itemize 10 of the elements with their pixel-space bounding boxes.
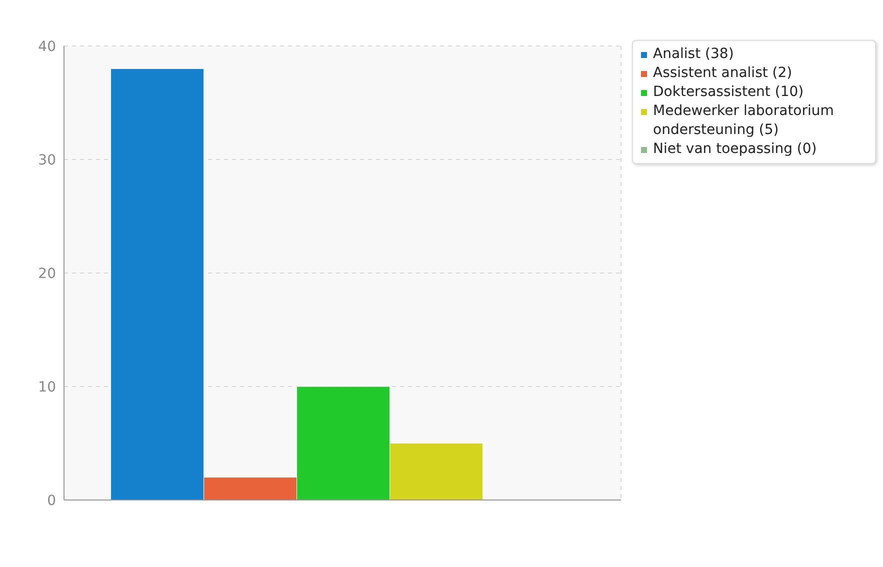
legend-label: Doktersassistent (10) <box>653 83 804 102</box>
legend-label: Niet van toepassing (0) <box>653 140 817 159</box>
y-tick-label: 30 <box>38 152 56 168</box>
y-tick-label: 20 <box>38 266 56 282</box>
legend-label: Assistent analist (2) <box>653 64 792 83</box>
legend-label: Medewerker laboratorium ondersteuning (5) <box>653 102 835 140</box>
y-tick-label: 40 <box>38 38 56 55</box>
y-tick-label: 10 <box>38 379 56 396</box>
legend-label: Analist (38) <box>653 45 734 64</box>
y-tick-label: 0 <box>47 492 56 509</box>
